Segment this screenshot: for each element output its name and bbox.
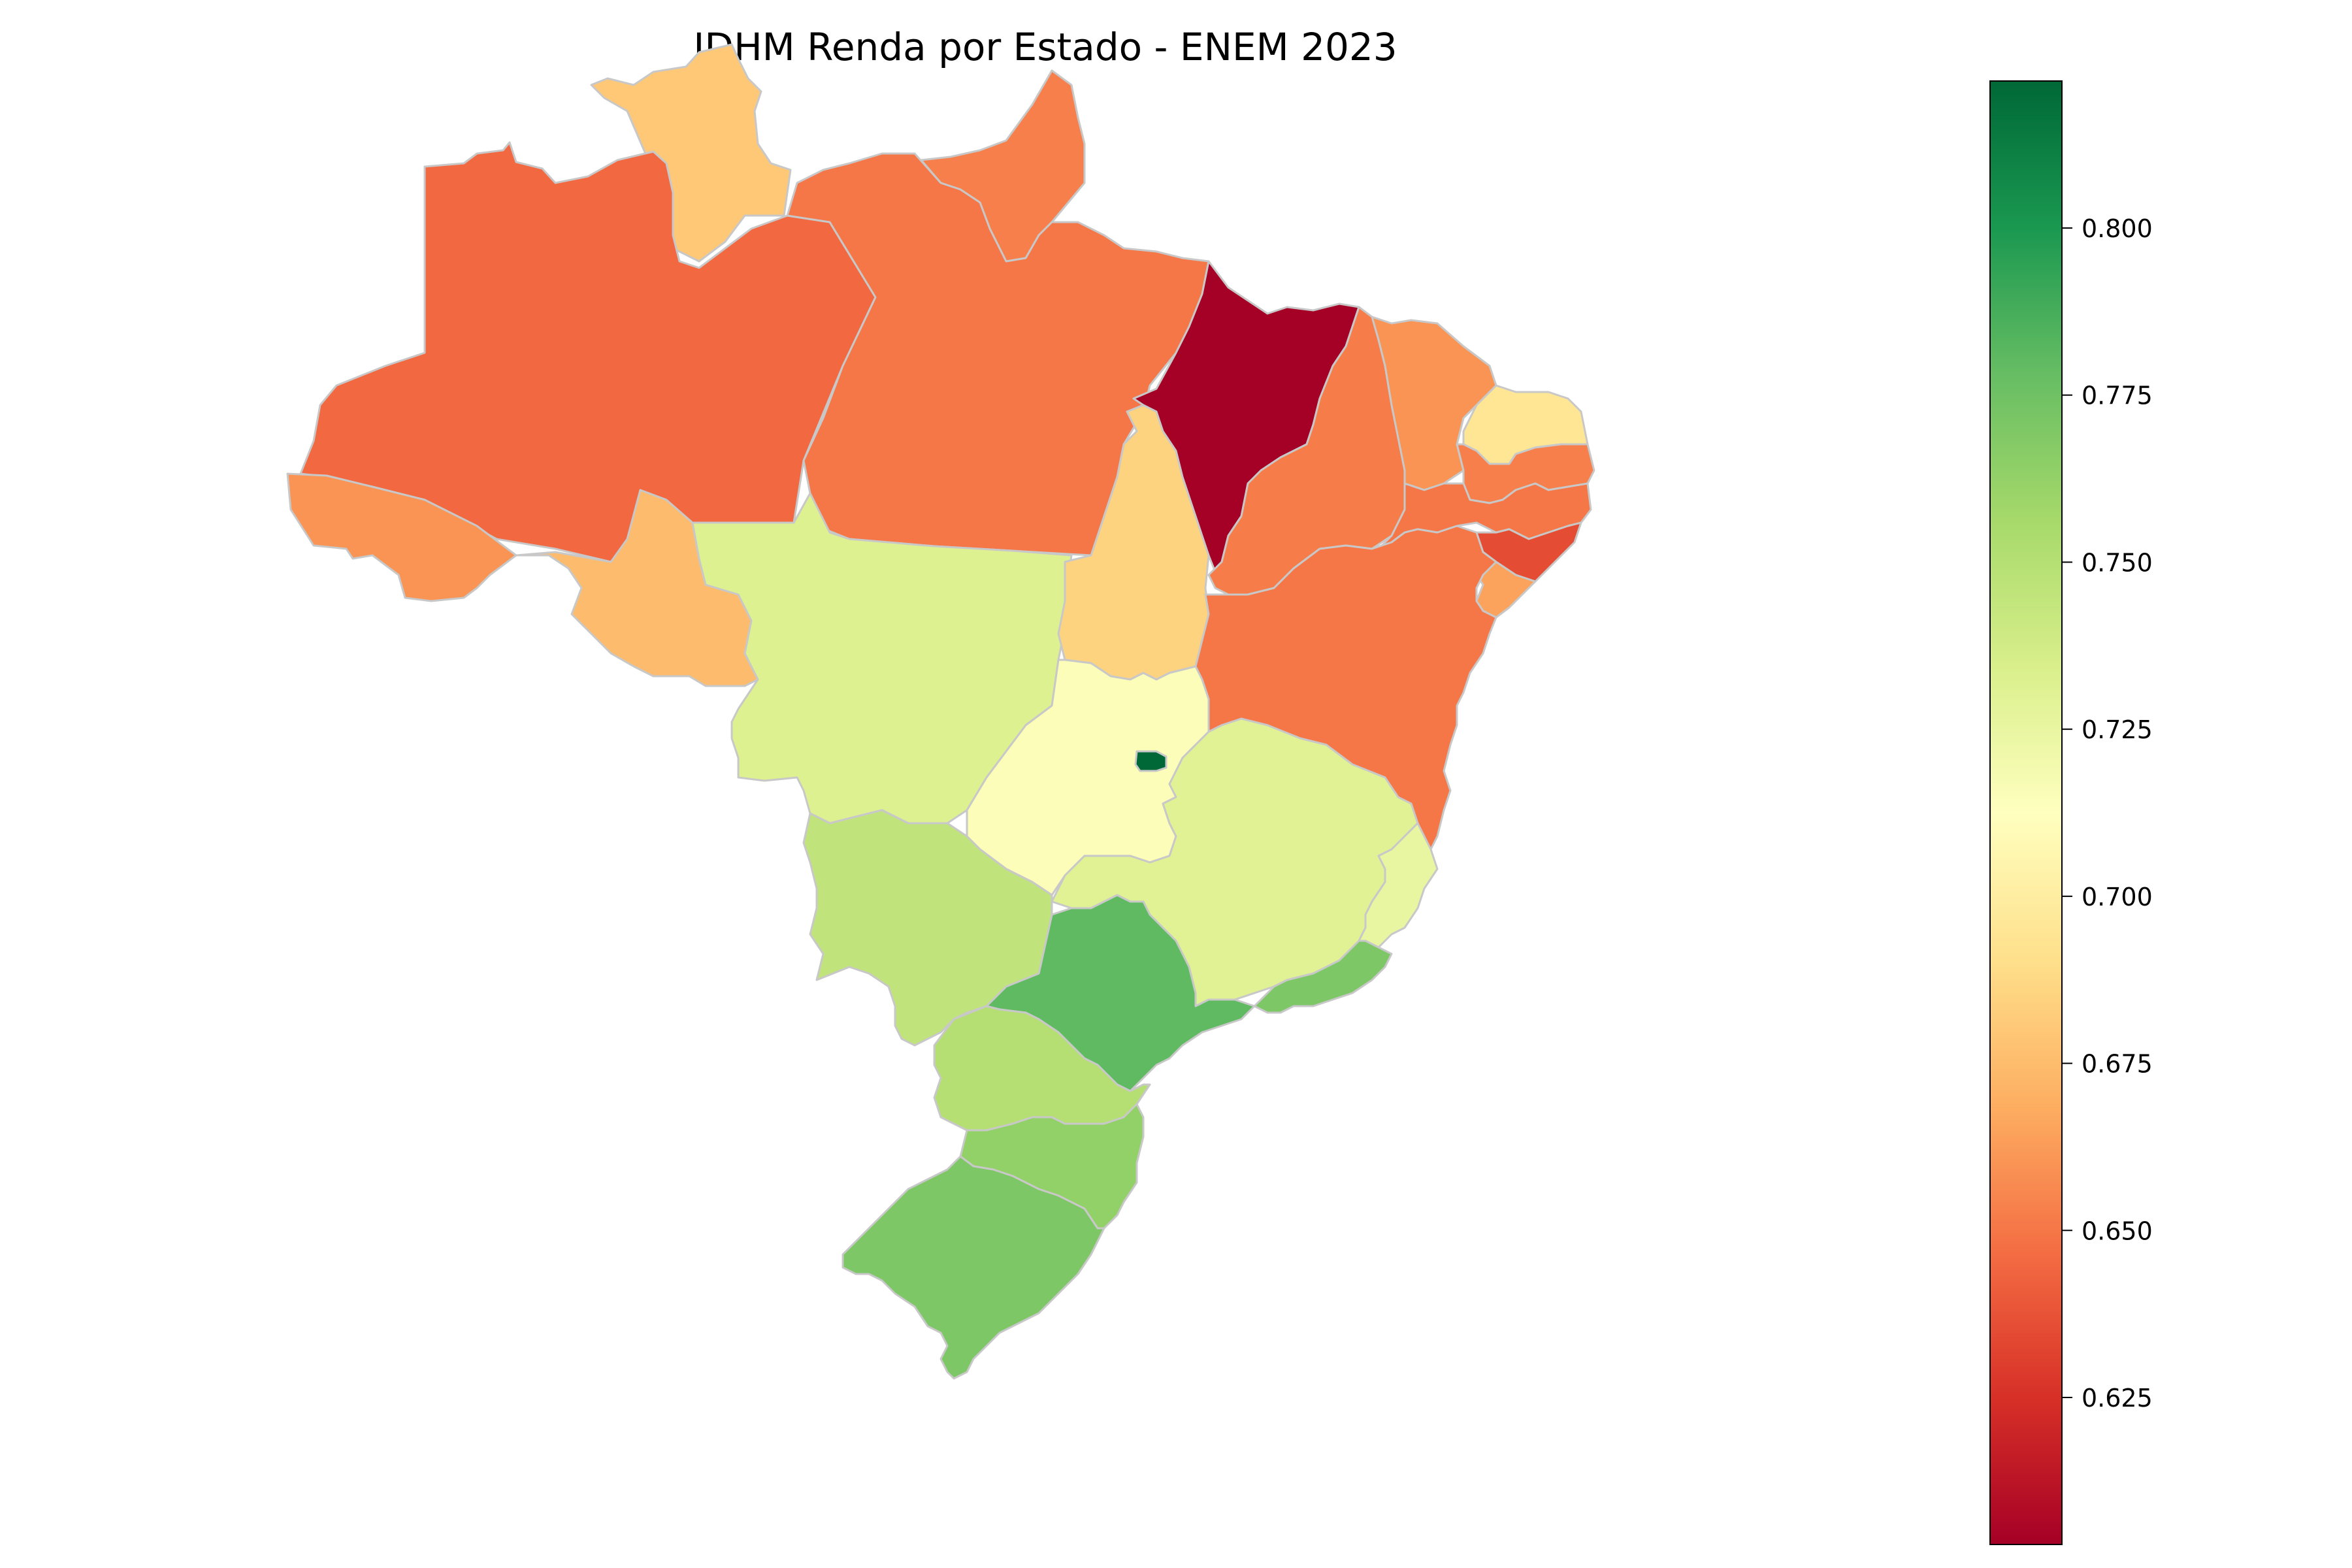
- state-ro: [515, 489, 759, 687]
- state-df: [1134, 750, 1168, 772]
- state-ac: [286, 472, 517, 602]
- states-layer: [286, 43, 1595, 1380]
- state-rs: [841, 1155, 1105, 1380]
- colorbar-tick-label: 0.700: [2082, 883, 2153, 911]
- state-rj: [1253, 939, 1393, 1014]
- colorbar-bar: [1989, 80, 2063, 1545]
- colorbar-tick-label: 0.625: [2082, 1384, 2153, 1413]
- state-ms: [802, 809, 1053, 1047]
- colorbar: 0.625 0.650 0.675 0.700 0.725 0.750 0.775 0.800: [1989, 80, 2153, 1545]
- colorbar-tick-label: 0.650: [2082, 1217, 2153, 1245]
- colorbar-tick-label: 0.725: [2082, 715, 2153, 744]
- map-title: IDHM Renda por Estado - ENEM 2023: [693, 25, 1397, 69]
- colorbar-tick-label: 0.675: [2082, 1050, 2153, 1079]
- colorbar-tick-label: 0.800: [2082, 214, 2153, 243]
- colorbar-tick-label: 0.750: [2082, 548, 2153, 577]
- colorbar-tick-label: 0.775: [2082, 382, 2153, 410]
